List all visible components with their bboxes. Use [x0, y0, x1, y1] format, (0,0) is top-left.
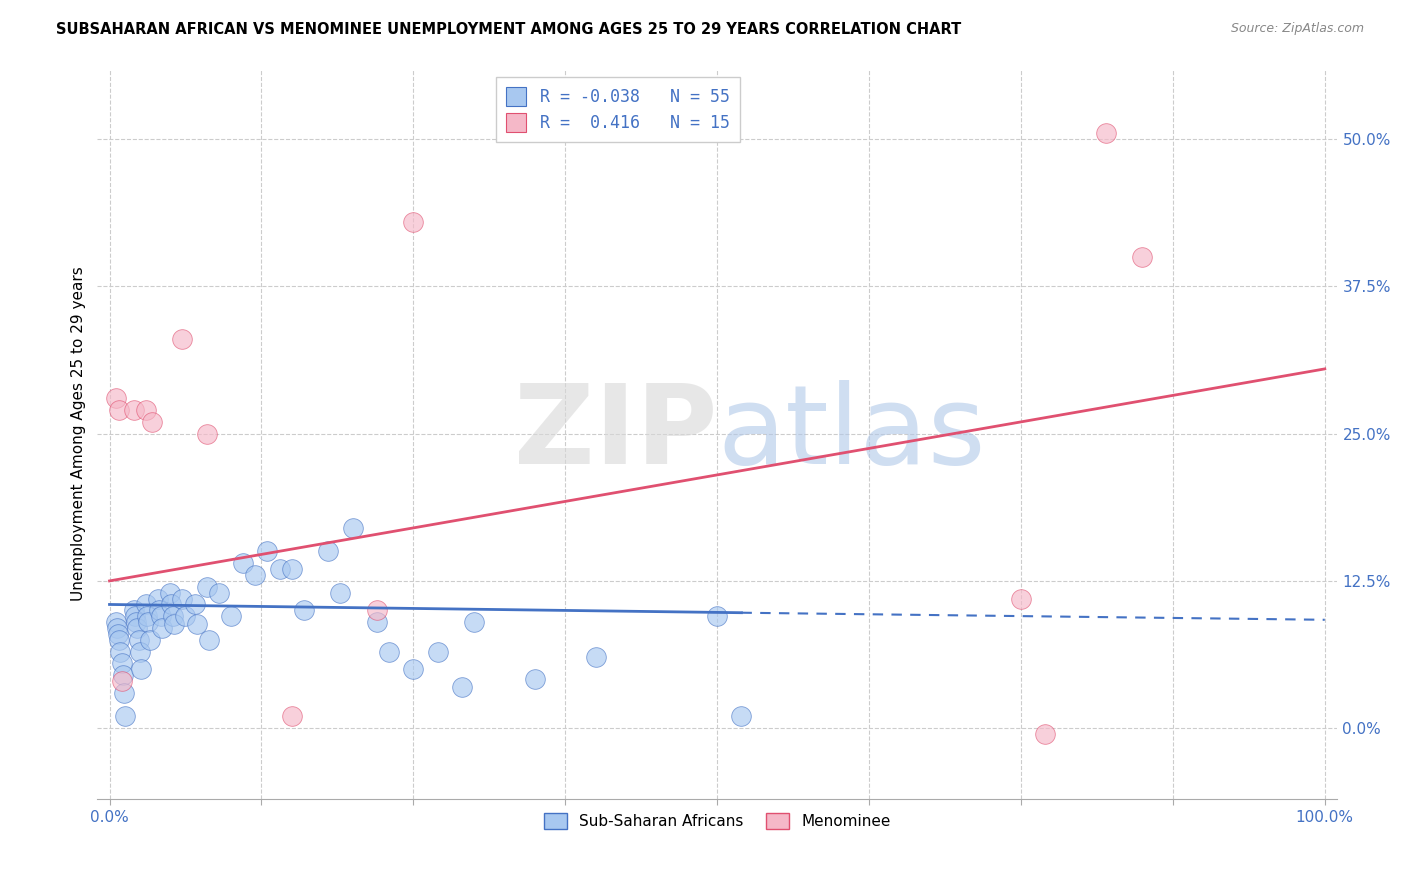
Point [219, 609, 242, 624]
Point [112, 686, 135, 700]
Point [149, 609, 172, 624]
Point [173, 609, 195, 624]
Point [706, 609, 728, 624]
Point [329, 585, 352, 599]
Point [129, 662, 152, 676]
Point [163, 617, 186, 632]
Point [122, 603, 145, 617]
Legend: Sub-Saharan Africans, Menominee: Sub-Saharan Africans, Menominee [537, 806, 897, 835]
Point [107, 627, 129, 641]
Point [172, 333, 194, 347]
Point [135, 598, 157, 612]
Point [122, 403, 145, 417]
Point [208, 585, 231, 599]
Point [160, 598, 183, 612]
Point [523, 672, 546, 686]
Point [162, 609, 184, 624]
Point [451, 680, 474, 694]
Point [1132, 250, 1154, 264]
Point [245, 568, 267, 582]
Point [172, 591, 194, 606]
Point [342, 521, 364, 535]
Point [110, 644, 132, 658]
Point [402, 662, 425, 676]
Point [127, 621, 149, 635]
Point [183, 598, 205, 612]
Point [195, 580, 218, 594]
Point [269, 562, 291, 576]
Point [111, 673, 134, 688]
Point [186, 617, 208, 632]
Text: SUBSAHARAN AFRICAN VS MENOMINEE UNEMPLOYMENT AMONG AGES 25 TO 29 YEARS CORRELATI: SUBSAHARAN AFRICAN VS MENOMINEE UNEMPLOY… [56, 22, 962, 37]
Point [463, 615, 485, 629]
Point [104, 392, 127, 406]
Point [378, 644, 401, 658]
Point [105, 621, 128, 635]
Point [125, 615, 148, 629]
Point [146, 591, 169, 606]
Point [585, 650, 607, 665]
Point [159, 585, 181, 599]
Point [281, 562, 304, 576]
Point [114, 709, 136, 723]
Point [150, 621, 173, 635]
Point [366, 615, 388, 629]
Point [128, 644, 150, 658]
Point [1095, 126, 1118, 140]
Point [198, 632, 221, 647]
Point [1033, 727, 1056, 741]
Text: atlas: atlas [717, 380, 986, 487]
Text: ZIP: ZIP [513, 380, 717, 487]
Point [136, 609, 159, 624]
Point [195, 426, 218, 441]
Point [148, 603, 170, 617]
Point [1010, 591, 1032, 606]
Point [128, 632, 150, 647]
Point [292, 603, 315, 617]
Point [111, 668, 134, 682]
Point [138, 632, 160, 647]
Point [426, 644, 449, 658]
Point [730, 709, 752, 723]
Point [111, 657, 134, 671]
Y-axis label: Unemployment Among Ages 25 to 29 years: Unemployment Among Ages 25 to 29 years [72, 267, 86, 601]
Point [135, 403, 157, 417]
Point [138, 615, 160, 629]
Point [104, 615, 127, 629]
Point [366, 603, 388, 617]
Point [108, 403, 131, 417]
Point [256, 544, 278, 558]
Point [124, 609, 146, 624]
Point [141, 415, 163, 429]
Point [232, 556, 254, 570]
Text: Source: ZipAtlas.com: Source: ZipAtlas.com [1230, 22, 1364, 36]
Point [108, 632, 131, 647]
Point [316, 544, 339, 558]
Point [281, 709, 304, 723]
Point [402, 214, 425, 228]
